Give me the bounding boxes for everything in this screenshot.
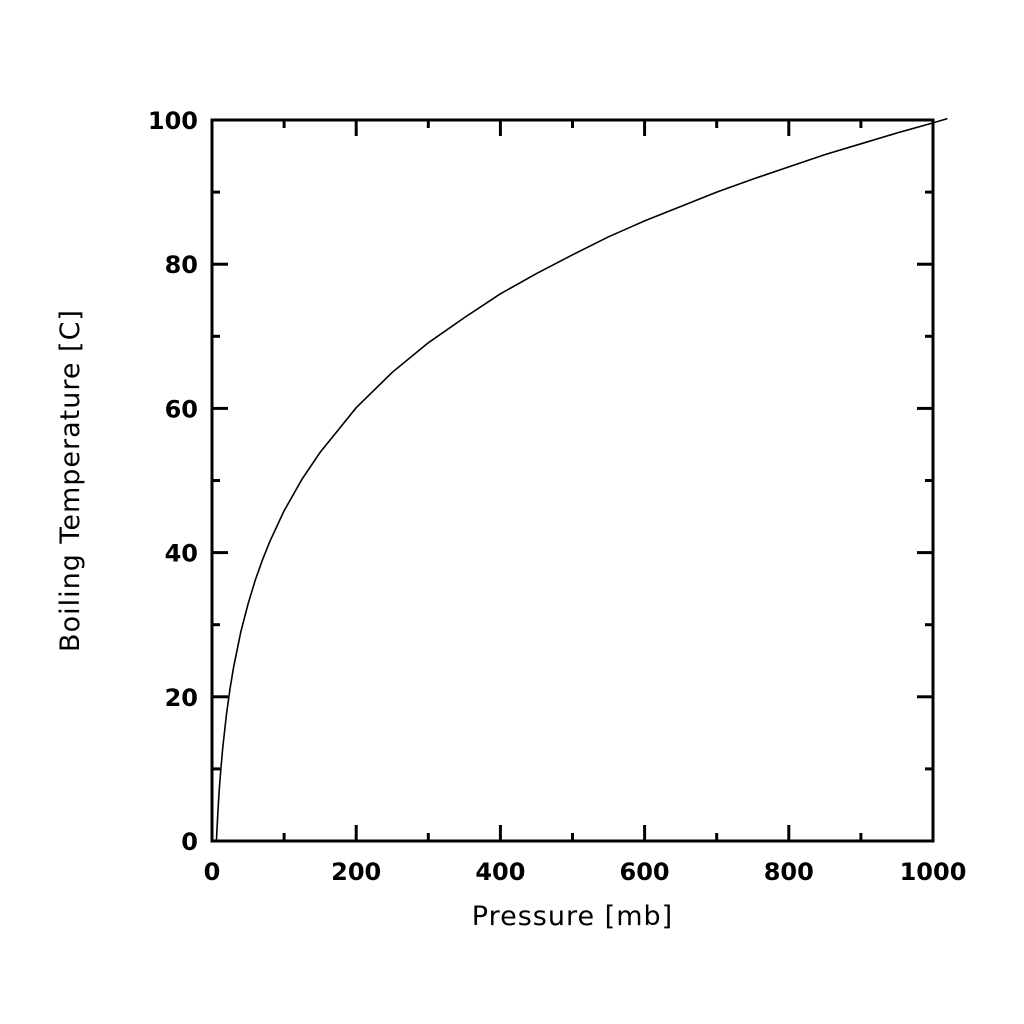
y-axis-title: Boiling Temperature [C] (55, 309, 86, 652)
x-tick-label: 600 (620, 858, 670, 886)
x-tick-label: 200 (331, 858, 381, 886)
y-tick-label: 40 (165, 540, 198, 568)
y-tick-label: 100 (148, 107, 198, 135)
boiling-curve-line (215, 117, 948, 842)
x-tick-label: 800 (764, 858, 814, 886)
x-tick-label: 1000 (900, 858, 967, 886)
plot-frame (210, 118, 935, 843)
y-tick-label: 20 (165, 684, 198, 712)
y-tick-label: 0 (181, 828, 198, 856)
x-tick-label: 400 (475, 858, 525, 886)
ticks-layer (210, 118, 935, 843)
x-axis-title: Pressure [mb] (472, 901, 673, 932)
y-tick-label: 60 (165, 395, 198, 423)
tick-labels-layer: 0 200 400 600 800 1000 0 20 40 60 80 100 (148, 107, 967, 886)
x-tick-label: 0 (204, 858, 221, 886)
y-tick-label: 80 (165, 251, 198, 279)
